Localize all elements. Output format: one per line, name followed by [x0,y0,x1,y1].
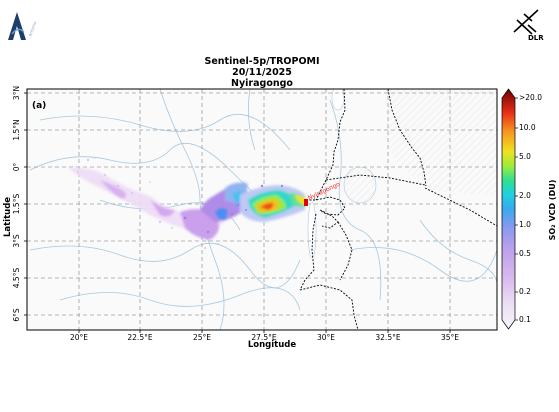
so2-plume [68,157,306,250]
y-tick-label: 1.5°S [12,193,21,215]
colorbar-tick-label: 0.1 [519,315,531,324]
y-tick-label: 3°S [12,234,21,248]
colorbar-tick-label: 2.0 [519,191,531,200]
y-tick-label: 6°S [12,308,21,322]
y-tick-label: 0° [12,162,21,172]
x-tick-label: 30°E [316,333,336,342]
map-date: 20/11/2025 [232,67,292,78]
panel-label: (a) [32,101,47,111]
dlr-logo-text: DLR [528,34,544,42]
colorbar-tick-label: 5.0 [519,152,531,161]
triangle-logo-icon: Antonio [8,12,38,40]
hatched-area [385,89,497,196]
tick-marks [24,92,451,333]
x-tick-label: 32.5°E [375,333,401,342]
left-logo: Antonio [4,6,44,42]
colorbar-tick-label: >20.0 [519,93,542,102]
x-tick-label: 22.5°E [127,333,153,342]
x-tick-label: 20°E [69,333,89,342]
colorbar-label: SO₂ VCD (DU) [548,179,557,241]
x-tick-label: 35°E [440,333,460,342]
y-axis-label: Latitude [3,196,13,238]
colorbar-tick-label: 0.5 [519,249,531,258]
map-frame [26,88,498,331]
y-tick-label: 3°N [12,85,21,101]
dlr-bird-icon: DLR [513,9,544,42]
colorbar-tick-label: 1.0 [519,220,531,229]
left-logo-text: Antonio [27,20,37,37]
x-axis-label: Longitude [247,340,297,350]
colorbar-tick-label: 10.0 [519,123,536,132]
colorbar-tick-label: 0.2 [519,287,531,296]
map-title: Sentinel-5p/TROPOMI [204,56,320,67]
dlr-logo: DLR [508,6,552,42]
colorbar [501,88,518,330]
y-tick-label: 4.5°S [12,267,21,289]
x-tick-label: 27.5°E [251,333,277,342]
x-tick-label: 25°E [192,333,212,342]
country-borders [299,89,497,330]
map-volcano-name: Nyiragongo [231,78,293,89]
y-tick-label: 1.5°N [12,119,21,141]
